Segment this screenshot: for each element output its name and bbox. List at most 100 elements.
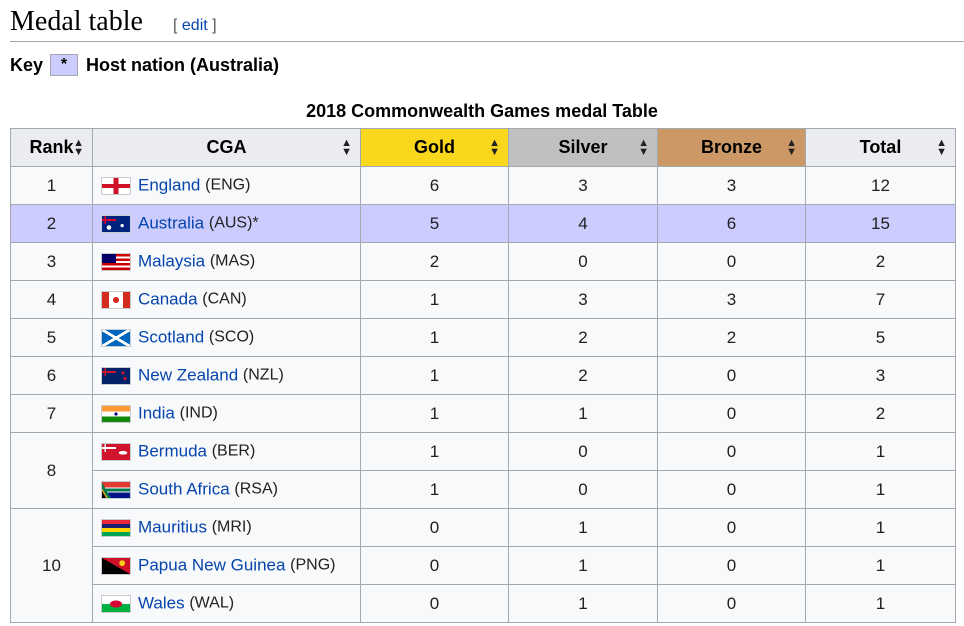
country-link[interactable]: Scotland [138,327,205,347]
country-code: (ENG) [205,176,251,194]
gold-cell: 6 [360,166,509,205]
total-cell: 1 [805,508,956,547]
rank-cell: 5 [10,318,93,357]
host-key-swatch: * [50,54,79,76]
flag-mauritius-icon [101,518,131,537]
section-heading: Medal table [ edit ] [10,4,964,42]
total-cell: 1 [805,470,956,509]
total-cell: 1 [805,546,956,585]
silver-cell: 1 [508,546,658,585]
total-cell: 12 [805,166,956,205]
silver-cell: 3 [508,166,658,205]
total-cell: 5 [805,318,956,357]
column-header-cga[interactable]: CGA ▲ ▼ [92,128,361,167]
edit-section: [ edit ] [173,17,217,34]
column-header-bronze[interactable]: Bronze ▲ ▼ [657,128,806,167]
country-cell: Wales (WAL) [92,584,361,623]
country-link[interactable]: New Zealand [138,365,239,385]
sort-icon[interactable]: ▲ ▼ [489,136,500,158]
table-row-host: 2 Australia (AUS)* 5 4 6 15 [10,204,956,243]
country-link[interactable]: Canada [138,289,198,309]
table-caption: 2018 Commonwealth Games medal Table [306,101,658,121]
country-code: (IND) [179,404,218,422]
bronze-cell: 3 [657,166,806,205]
gold-cell: 1 [360,356,509,395]
country-code: (CAN) [202,290,247,308]
country-code: (AUS)* [208,214,259,232]
bronze-cell: 0 [657,394,806,433]
column-header-total[interactable]: Total ▲ ▼ [805,128,956,167]
rank-cell: 10 [10,508,93,623]
sort-icon[interactable]: ▲ ▼ [638,136,649,158]
flag-india-icon [101,404,131,423]
gold-cell: 2 [360,242,509,281]
key-label: Key [10,54,44,75]
country-link[interactable]: Mauritius [138,517,207,537]
silver-cell: 0 [508,432,658,471]
table-row: Papua New Guinea (PNG) 0 1 0 1 [11,546,956,585]
sort-icon[interactable]: ▲ ▼ [786,136,797,158]
country-cell: Papua New Guinea (PNG) [92,546,361,585]
total-cell: 1 [805,432,956,471]
country-code: (NZL) [242,366,284,384]
flag-england-icon [101,176,131,195]
page-title: Medal table [10,6,143,37]
silver-cell: 1 [508,508,658,547]
flag-wales-icon [101,594,131,613]
gold-cell: 0 [360,508,509,547]
bronze-cell: 0 [657,432,806,471]
silver-cell: 1 [508,584,658,623]
country-code: (SCO) [208,328,255,346]
country-cell: Australia (AUS)* [92,204,361,243]
rank-cell: 4 [10,280,93,319]
edit-link[interactable]: edit [181,17,208,34]
country-link[interactable]: South Africa [138,479,230,499]
flag-canada-icon [101,290,131,309]
country-link[interactable]: India [138,403,175,423]
silver-cell: 0 [508,470,658,509]
sort-icon[interactable]: ▲ ▼ [73,136,84,158]
country-code: (WAL) [189,594,235,612]
rank-cell: 2 [10,204,93,243]
country-cell: India (IND) [92,394,361,433]
column-header-gold[interactable]: Gold ▲ ▼ [360,128,509,167]
rank-cell: 3 [10,242,93,281]
flag-papua-new-guinea-icon [101,556,131,575]
rank-cell: 1 [10,166,93,205]
bronze-cell: 0 [657,356,806,395]
gold-cell: 1 [360,280,509,319]
country-cell: South Africa (RSA) [92,470,361,509]
total-cell: 7 [805,280,956,319]
country-cell: Canada (CAN) [92,280,361,319]
bronze-cell: 3 [657,280,806,319]
country-link[interactable]: Wales [138,593,185,613]
gold-cell: 1 [360,318,509,357]
table-row: 4 Canada (CAN) 1 3 3 7 [10,280,956,319]
country-cell: Scotland (SCO) [92,318,361,357]
total-cell: 3 [805,356,956,395]
country-link[interactable]: Malaysia [138,251,206,271]
column-header-rank[interactable]: Rank ▲ ▼ [10,128,93,167]
country-link[interactable]: Papua New Guinea [138,555,286,575]
bronze-cell: 0 [657,546,806,585]
silver-cell: 2 [508,318,658,357]
country-link[interactable]: Australia [138,213,205,233]
table-row: South Africa (RSA) 1 0 0 1 [11,470,956,509]
sort-icon[interactable]: ▲ ▼ [936,136,947,158]
medal-table: Rank ▲ ▼ CGA ▲ ▼ Gold ▲ ▼ Silver ▲ ▼ Bronze ▲ ▼ To… [10,128,956,623]
flag-bermuda-icon [101,442,131,461]
table-row: Wales (WAL) 0 1 0 1 [11,584,956,623]
bronze-cell: 0 [657,470,806,509]
total-cell: 15 [805,204,956,243]
bronze-cell: 0 [657,584,806,623]
country-link[interactable]: England [138,175,201,195]
silver-cell: 2 [508,356,658,395]
flag-australia-icon [101,214,131,233]
country-link[interactable]: Bermuda [138,441,207,461]
sort-icon[interactable]: ▲ ▼ [341,136,352,158]
country-cell: Bermuda (BER) [92,432,361,471]
silver-cell: 4 [508,204,658,243]
column-header-silver[interactable]: Silver ▲ ▼ [508,128,658,167]
bronze-cell: 0 [657,508,806,547]
gold-cell: 1 [360,470,509,509]
